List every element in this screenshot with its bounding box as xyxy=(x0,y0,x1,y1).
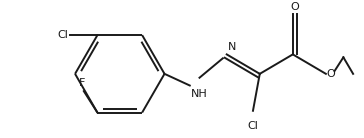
Text: F: F xyxy=(79,78,85,88)
Text: Cl: Cl xyxy=(248,120,258,131)
Text: N: N xyxy=(228,43,236,52)
Text: O: O xyxy=(327,69,336,79)
Text: NH: NH xyxy=(191,89,207,99)
Text: O: O xyxy=(290,2,299,12)
Text: Cl: Cl xyxy=(58,30,68,40)
